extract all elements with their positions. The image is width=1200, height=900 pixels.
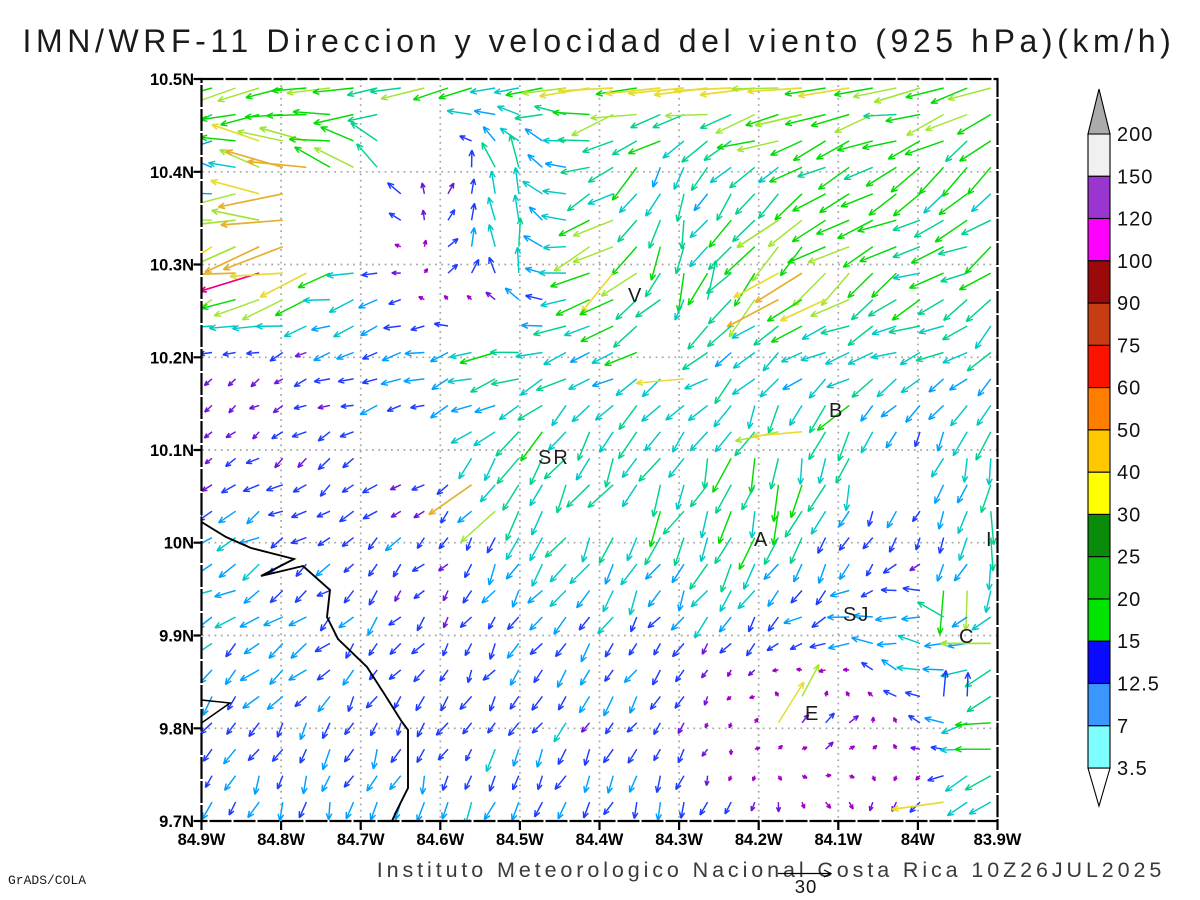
- svg-text:I: I: [986, 529, 994, 551]
- svg-text:30: 30: [1117, 504, 1141, 526]
- svg-text:75: 75: [1117, 335, 1141, 357]
- svg-text:84.5W: 84.5W: [496, 831, 544, 849]
- svg-text:12.5: 12.5: [1117, 674, 1160, 696]
- svg-text:83.9W: 83.9W: [974, 831, 1022, 849]
- svg-text:9.8N: 9.8N: [159, 720, 194, 738]
- svg-text:V: V: [628, 285, 643, 307]
- svg-text:15: 15: [1117, 631, 1141, 653]
- svg-text:9.7N: 9.7N: [159, 813, 194, 831]
- svg-text:84W: 84W: [901, 831, 935, 849]
- svg-text:10.1N: 10.1N: [150, 442, 194, 460]
- svg-text:10.4N: 10.4N: [150, 164, 194, 182]
- svg-text:120: 120: [1117, 209, 1153, 231]
- svg-text:84.6W: 84.6W: [416, 831, 464, 849]
- svg-text:10.3N: 10.3N: [150, 257, 194, 275]
- svg-text:10.2N: 10.2N: [150, 349, 194, 367]
- svg-text:E: E: [805, 703, 820, 725]
- svg-text:B: B: [829, 400, 844, 422]
- svg-text:9.9N: 9.9N: [159, 628, 194, 646]
- svg-text:A: A: [754, 529, 769, 551]
- svg-text:GrADS/COLA: GrADS/COLA: [8, 873, 86, 888]
- svg-text:40: 40: [1117, 462, 1141, 484]
- svg-text:84.4W: 84.4W: [576, 831, 624, 849]
- svg-text:84.8W: 84.8W: [257, 831, 305, 849]
- svg-text:3.5: 3.5: [1117, 758, 1148, 780]
- svg-text:SJ: SJ: [843, 604, 870, 626]
- svg-text:10.5N: 10.5N: [150, 71, 194, 89]
- svg-text:60: 60: [1117, 378, 1141, 400]
- svg-text:90: 90: [1117, 293, 1141, 315]
- svg-text:C: C: [959, 626, 975, 648]
- svg-text:20: 20: [1117, 589, 1141, 611]
- svg-text:7: 7: [1117, 716, 1129, 738]
- svg-text:10N: 10N: [164, 535, 194, 553]
- svg-text:84.2W: 84.2W: [735, 831, 783, 849]
- svg-text:SR: SR: [538, 447, 570, 469]
- svg-text:84.1W: 84.1W: [814, 831, 862, 849]
- svg-text:50: 50: [1117, 420, 1141, 442]
- svg-text:IMN/WRF-11 Direccion y velocid: IMN/WRF-11 Direccion y velocidad del vie…: [23, 23, 1176, 59]
- svg-text:100: 100: [1117, 251, 1153, 273]
- svg-text:Instituto Meteorologico Nacion: Instituto Meteorologico Nacional Costa R…: [377, 858, 1165, 882]
- svg-text:84.3W: 84.3W: [655, 831, 703, 849]
- svg-text:30: 30: [795, 876, 818, 897]
- svg-text:200: 200: [1117, 124, 1153, 146]
- svg-text:150: 150: [1117, 166, 1153, 188]
- svg-text:84.7W: 84.7W: [337, 831, 385, 849]
- svg-text:84.9W: 84.9W: [178, 831, 226, 849]
- svg-text:25: 25: [1117, 547, 1141, 569]
